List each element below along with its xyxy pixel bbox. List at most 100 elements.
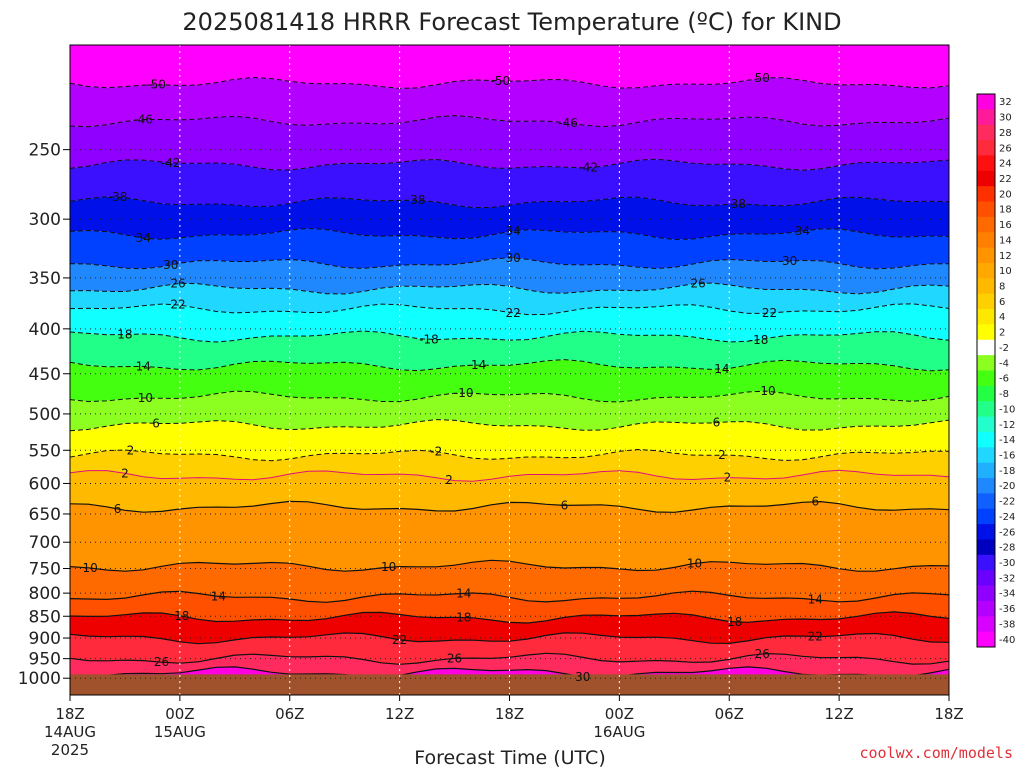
colorbar-label: -2	[999, 343, 1009, 354]
contour-label: 22	[808, 630, 823, 644]
colorbar-label: 18	[999, 205, 1012, 216]
contour-line	[70, 632, 949, 645]
contour-label: -2	[430, 445, 442, 459]
contour-label: 14	[211, 589, 226, 603]
colorbar-label: -28	[999, 543, 1015, 554]
colorbar-label: -24	[999, 512, 1015, 523]
y-tick-label: 1000	[18, 669, 61, 689]
colorbar-cell	[977, 631, 995, 648]
colorbar-cell	[977, 508, 995, 525]
colorbar-cell	[977, 385, 995, 402]
contour-label: 22	[170, 298, 185, 312]
contour-label: 6	[811, 495, 819, 509]
contour-label: 30	[575, 670, 590, 684]
temperature-band	[70, 77, 949, 127]
contour-label: 22	[392, 633, 407, 647]
y-tick-label: 550	[29, 441, 61, 461]
colorbar-label: -34	[999, 589, 1015, 600]
contour-line	[70, 257, 949, 270]
contour-label: 34	[795, 224, 810, 238]
x-tick-label: 00Z	[165, 705, 194, 723]
colorbar-label: 16	[999, 220, 1012, 231]
colorbar-label: 12	[999, 251, 1012, 262]
x-tick-date: 15AUG	[154, 723, 206, 741]
y-tick-label: 800	[29, 584, 61, 604]
contour-label: 30	[782, 254, 797, 268]
colorbar-cell	[977, 355, 995, 371]
contour-label: 10	[83, 561, 98, 575]
colorbar-cell	[977, 462, 995, 479]
colorbar-label: -40	[999, 635, 1015, 646]
temperature-band	[70, 45, 949, 89]
x-tick-label: 18Z	[495, 705, 524, 723]
contour-label: 14	[456, 586, 471, 600]
chart-title: 2025081418 HRRR Forecast Temperature (ºC…	[182, 8, 841, 36]
y-tick-label: 600	[29, 474, 61, 494]
contour-label: -18	[419, 332, 439, 346]
colorbar-cell	[977, 309, 995, 325]
colorbar-cell	[977, 140, 995, 156]
contour-label: 10	[687, 556, 702, 570]
colorbar-label: -14	[999, 435, 1015, 446]
colorbar-cell	[977, 94, 995, 110]
colorbar-cell	[977, 201, 995, 218]
colorbar-cell	[977, 262, 995, 279]
colorbar: 32 30 28 26 24 22 20 18 16 14 12 10 8 6 4 2 -2 -4 -6 -8 -10 -…	[976, 93, 1015, 648]
contour-label: -14	[467, 358, 487, 372]
colorbar-cell	[977, 155, 995, 172]
x-tick-label: 06Z	[275, 705, 304, 723]
contour-label: 26	[690, 276, 705, 290]
contour-line	[70, 448, 949, 462]
contour-line	[70, 196, 949, 209]
contour-label: -46	[558, 116, 578, 130]
x-tick-label: 18Z	[55, 705, 84, 723]
grid-lines	[70, 45, 949, 695]
colorbar-cell	[977, 524, 995, 540]
contour-line	[70, 359, 949, 372]
contour-label: 18	[727, 615, 742, 629]
colorbar-cell	[977, 616, 995, 633]
colorbar-cell	[977, 339, 995, 356]
contour-label: 30	[506, 251, 521, 265]
colorbar-label: 28	[999, 128, 1012, 139]
colorbar-label: 20	[999, 189, 1012, 200]
colorbar-label: -16	[999, 450, 1015, 461]
y-tick-label: 400	[29, 320, 61, 340]
colorbar-label: -20	[999, 481, 1015, 492]
contour-label: 6	[114, 502, 122, 516]
contour-line	[70, 303, 949, 316]
x-tick-year: 2025	[51, 741, 89, 759]
colorbar-label: -32	[999, 573, 1015, 584]
contour-line	[70, 158, 949, 171]
y-tick-label: 300	[29, 210, 61, 230]
y-tick-label: 350	[29, 269, 61, 289]
contour-label: -42	[161, 156, 181, 170]
colorbar-label: -6	[999, 374, 1009, 385]
contour-label: 14	[714, 362, 729, 376]
x-tick-label: 12Z	[385, 705, 414, 723]
colorbar-label: 14	[999, 235, 1012, 246]
colorbar-cell	[977, 247, 995, 264]
temperature-contours	[70, 76, 949, 679]
colorbar-label: 4	[999, 312, 1005, 323]
contour-label: 18	[174, 609, 189, 623]
contour-label: 26	[755, 647, 770, 661]
colorbar-cell	[977, 401, 995, 418]
y-tick-label: 500	[29, 405, 61, 425]
contour-label: 38	[410, 193, 425, 207]
contour-label: 26	[170, 277, 185, 291]
contour-label: 18	[456, 610, 471, 624]
contour-label: 38	[731, 197, 746, 211]
colorbar-label: -4	[999, 358, 1009, 369]
colorbar-label: -22	[999, 497, 1015, 508]
colorbar-cell	[977, 370, 995, 387]
contour-label: 6	[561, 498, 569, 512]
x-tick-label: 12Z	[824, 705, 853, 723]
colorbar-frame	[976, 93, 996, 648]
temperature-band	[70, 391, 949, 431]
colorbar-cell	[977, 293, 995, 310]
y-tick-label: 850	[29, 607, 61, 627]
contour-label: 26	[154, 655, 169, 669]
colorbar-cell	[977, 539, 995, 556]
